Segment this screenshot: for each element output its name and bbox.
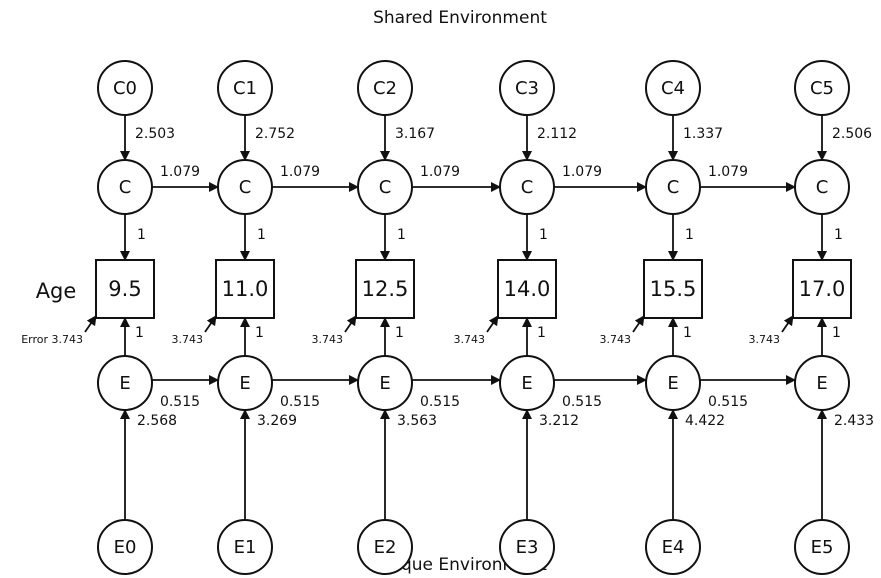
node-label: E3 [516,537,539,558]
path-weight: 1.337 [683,126,723,142]
node-label: E [667,373,678,394]
age-value: 11.0 [222,277,269,301]
path-weight: 2.568 [137,413,177,429]
top-title: Shared Environment [373,8,547,28]
path-weight: 3.167 [395,126,435,142]
node-circle [645,519,701,575]
node-label: C [119,177,132,198]
path-weight: 4.422 [685,413,725,429]
age-value: 15.5 [650,277,697,301]
node-circle [97,355,153,411]
path-weight: 2.503 [135,126,175,142]
path-weight: 2.433 [834,413,874,429]
age-value: 12.5 [362,277,409,301]
path-weight: 3.563 [397,413,437,429]
error-label: Error 3.743 [21,333,83,346]
link-weight: 0.515 [708,394,748,410]
link-weight: 1.079 [562,164,602,180]
link-weight: 0.515 [420,394,460,410]
node-label: E4 [662,537,685,558]
node-circle [645,60,701,116]
error-label: 3.743 [749,333,781,346]
node-label: C [379,177,392,198]
node-circle [217,519,273,575]
node-circle [357,519,413,575]
node-label: E1 [234,537,257,558]
node-circle [97,519,153,575]
link-weight: 1.079 [420,164,460,180]
node-circle [357,60,413,116]
arrow [84,315,97,333]
node-label: E [119,373,130,394]
path-weight: 2.506 [832,126,872,142]
age-box [792,259,852,319]
arrow [204,315,217,333]
error-label: 3.743 [454,333,486,346]
error-label: 3.743 [312,333,344,346]
age-box [215,259,275,319]
node-label: E [379,373,390,394]
arrow [781,315,794,333]
path-weight: 1 [135,325,144,341]
path-weight: 1 [255,325,264,341]
node-label: E2 [374,537,397,558]
link-weight: 0.515 [280,394,320,410]
path-weight: 1 [683,325,692,341]
error-label: 3.743 [600,333,632,346]
age-value: 17.0 [799,277,846,301]
path-weight: 2.112 [537,126,577,142]
node-label: C5 [810,78,834,99]
node-circle [794,60,850,116]
node-label: C4 [661,78,685,99]
path-weight: 3.269 [257,413,297,429]
node-circle [499,60,555,116]
age-box [497,259,557,319]
node-circle [499,519,555,575]
link-weight: 0.515 [160,394,200,410]
arrow [344,315,357,333]
row-label: Age [36,279,77,303]
node-label: E [239,373,250,394]
error-label: 3.743 [172,333,204,346]
node-label: C [239,177,252,198]
node-label: E [521,373,532,394]
node-circle [794,519,850,575]
path-weight: 1 [537,325,546,341]
node-circle [97,60,153,116]
arrow [632,315,645,333]
path-weight: 3.212 [539,413,579,429]
age-box [643,259,703,319]
age-box [355,259,415,319]
link-weight: 1.079 [708,164,748,180]
path-weight: 1 [137,227,146,243]
node-label: E0 [114,537,137,558]
node-label: E [816,373,827,394]
path-weight: 1 [257,227,266,243]
node-label: C [816,177,829,198]
link-weight: 1.079 [160,164,200,180]
path-weight: 1 [539,227,548,243]
age-value: 14.0 [504,277,551,301]
link-weight: 0.515 [562,394,602,410]
node-circle [217,60,273,116]
path-weight: 1 [685,227,694,243]
node-label: C3 [515,78,539,99]
node-label: C0 [113,78,137,99]
link-weight: 1.079 [280,164,320,180]
path-weight: 1 [832,325,841,341]
node-label: C2 [373,78,397,99]
node-label: C [521,177,534,198]
age-box [95,259,155,319]
path-weight: 1 [395,325,404,341]
path-weight: 2.752 [255,126,295,142]
path-weight: 1 [834,227,843,243]
node-label: C [667,177,680,198]
path-weight: 1 [397,227,406,243]
age-value: 9.5 [108,277,141,301]
node-label: C1 [233,78,257,99]
arrow [486,315,499,333]
node-label: E5 [811,537,834,558]
